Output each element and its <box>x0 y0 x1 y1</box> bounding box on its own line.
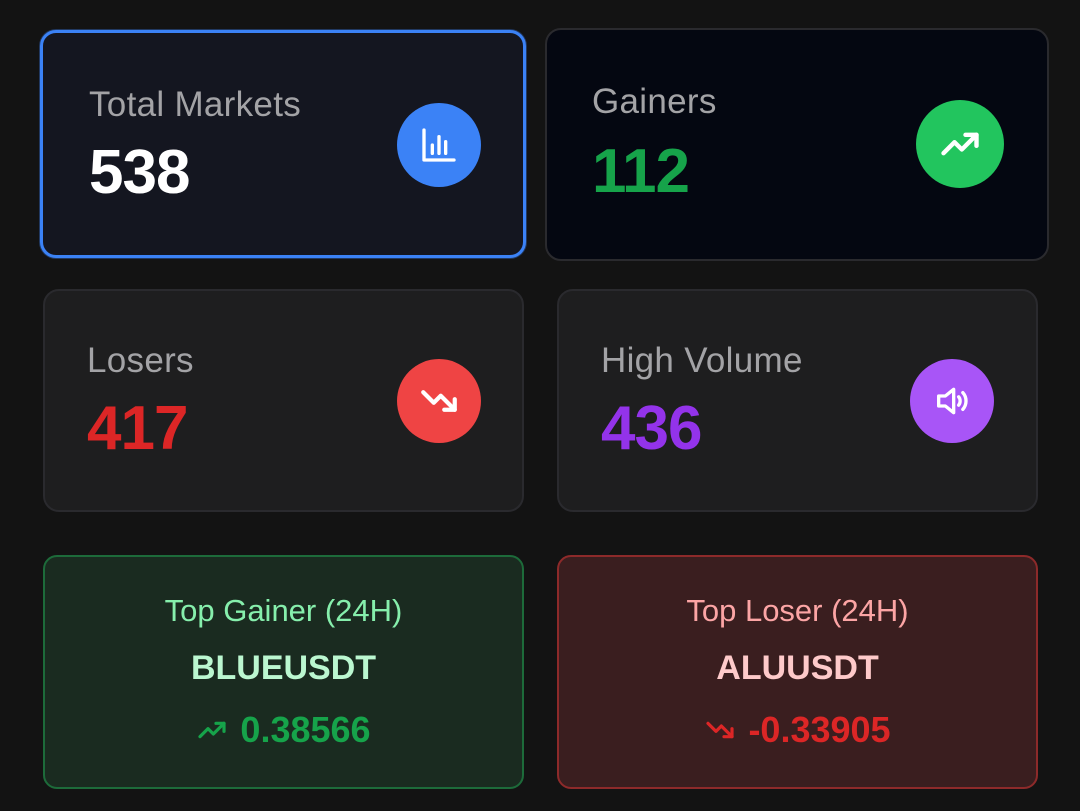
top-gainer-symbol: BLUEUSDT <box>190 649 377 687</box>
trending-up-icon <box>916 100 1004 188</box>
volume-icon <box>910 359 994 443</box>
top-loser-card[interactable]: Top Loser (24H) ALUUSDT -0.33905 <box>557 555 1038 789</box>
bar-chart-icon <box>397 103 481 187</box>
total-markets-label: Total Markets <box>89 85 302 124</box>
top-gainer-title: Top Gainer (24H) <box>164 593 403 628</box>
losers-card[interactable]: Losers 417 <box>43 289 524 512</box>
losers-label: Losers <box>87 341 194 380</box>
top-loser-change-value: -0.33905 <box>748 709 891 750</box>
gainers-label: Gainers <box>592 82 717 121</box>
gainers-card[interactable]: Gainers 112 <box>545 28 1049 261</box>
top-loser-title: Top Loser (24H) <box>686 593 909 628</box>
total-markets-value: 538 <box>89 138 190 207</box>
top-loser-symbol: ALUUSDT <box>716 649 879 687</box>
high-volume-value: 436 <box>601 394 702 463</box>
total-markets-card[interactable]: Total Markets 538 <box>40 30 526 258</box>
gainers-value: 112 <box>592 137 690 206</box>
trending-up-icon <box>198 721 227 739</box>
trending-down-icon <box>397 359 481 443</box>
losers-value: 417 <box>87 394 188 463</box>
top-gainer-change: 0.38566 <box>45 709 522 751</box>
top-gainer-card[interactable]: Top Gainer (24H) BLUEUSDT 0.38566 <box>43 555 524 789</box>
top-loser-change: -0.33905 <box>559 709 1036 751</box>
high-volume-card[interactable]: High Volume 436 <box>557 289 1038 512</box>
top-gainer-change-value: 0.38566 <box>240 709 371 750</box>
high-volume-label: High Volume <box>601 341 803 380</box>
trending-down-icon <box>706 721 735 739</box>
